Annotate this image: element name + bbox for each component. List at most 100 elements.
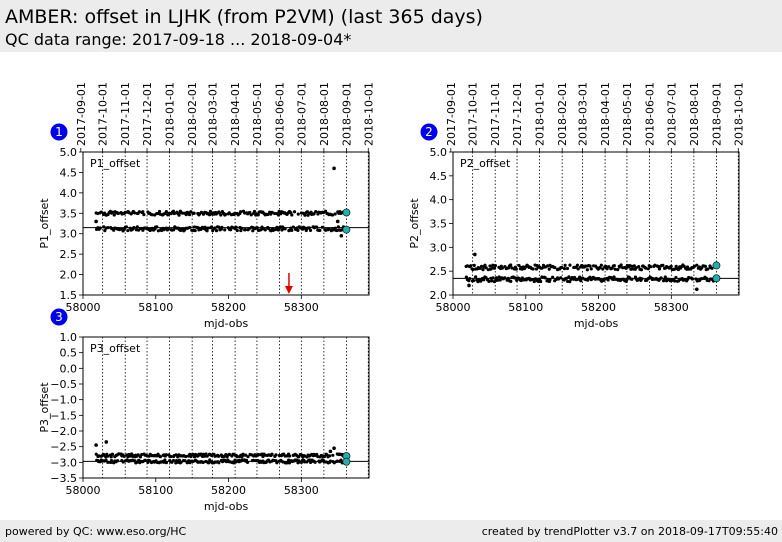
data-point	[613, 267, 617, 271]
data-point	[219, 213, 223, 217]
data-point	[206, 461, 211, 465]
y-tick-label: 2.5	[430, 265, 448, 278]
data-point	[213, 226, 217, 230]
data-point	[576, 267, 580, 271]
date-tick-label: 2018-05-01	[621, 82, 634, 146]
data-point	[290, 228, 294, 232]
data-point	[275, 225, 279, 229]
y-tick-label: 2.0	[430, 289, 448, 302]
data-point	[103, 229, 107, 233]
data-point	[166, 226, 170, 230]
data-point	[531, 267, 535, 271]
data-point	[217, 225, 221, 229]
y-tick-label: 0.5	[60, 347, 78, 360]
data-point	[646, 267, 650, 271]
x-tick-label: 58100	[138, 301, 173, 314]
data-point	[506, 276, 510, 280]
data-point	[551, 275, 555, 279]
x-tick-label: 58000	[66, 301, 101, 314]
data-point	[618, 278, 623, 283]
created-by-text: created by trendPlotter v3.7 on 2018-09-…	[481, 525, 778, 538]
data-point	[106, 225, 110, 230]
date-tick-label: 2018-01-01	[534, 82, 547, 146]
data-point	[283, 227, 287, 231]
data-point	[672, 267, 677, 271]
data-point	[216, 454, 221, 458]
data-point	[275, 461, 279, 465]
data-point	[109, 455, 113, 459]
data-point	[644, 266, 648, 270]
data-point	[559, 276, 563, 280]
data-point	[331, 453, 335, 457]
data-point	[657, 267, 662, 271]
data-point	[503, 276, 507, 280]
data-point	[281, 460, 285, 464]
data-point	[514, 267, 518, 271]
data-point	[565, 266, 570, 271]
data-point	[553, 265, 557, 270]
panel-label: P1_offset	[90, 157, 141, 170]
latest-data-point	[712, 261, 721, 270]
latest-data-point	[342, 457, 351, 466]
plot-frame	[82, 151, 370, 296]
y-tick-label: −3.5	[50, 472, 77, 485]
data-point	[483, 263, 487, 267]
data-point	[110, 452, 115, 456]
data-point	[227, 211, 231, 215]
data-point	[585, 268, 589, 272]
data-point	[649, 265, 653, 269]
data-point	[607, 265, 611, 269]
x-tick-label: 58300	[284, 301, 319, 314]
data-point	[192, 211, 196, 215]
data-point	[94, 452, 98, 456]
data-point	[116, 459, 120, 463]
y-tick-label: −3.0	[50, 456, 77, 469]
x-tick-label: 58200	[211, 484, 246, 497]
data-point	[335, 459, 339, 463]
data-point	[588, 264, 592, 268]
data-point	[692, 264, 696, 268]
date-tick-label: 2018-08-01	[688, 82, 701, 146]
data-point	[246, 455, 250, 459]
data-point	[99, 210, 103, 214]
x-axis-label: mjd-obs	[204, 500, 249, 513]
data-point	[227, 452, 231, 456]
data-point	[187, 212, 192, 217]
panel-badge	[420, 123, 438, 141]
y-tick-label: 1.0	[60, 331, 78, 344]
data-point	[256, 213, 260, 217]
x-tick-label: 58100	[138, 484, 173, 497]
data-point	[171, 458, 176, 463]
data-point	[690, 277, 695, 281]
data-point	[540, 275, 544, 279]
data-point	[493, 263, 498, 268]
data-point	[630, 277, 634, 281]
data-point	[252, 458, 256, 462]
data-point	[183, 459, 187, 463]
date-tick-label: 2018-06-01	[643, 82, 656, 146]
data-point	[122, 454, 126, 459]
data-point	[619, 263, 623, 267]
data-point	[240, 455, 244, 459]
y-tick-label: 4.5	[60, 166, 78, 179]
data-point	[296, 212, 300, 216]
data-point	[209, 225, 214, 229]
x-tick-label: 58300	[284, 484, 319, 497]
data-point	[468, 277, 472, 281]
data-point	[256, 452, 260, 457]
data-point	[274, 453, 278, 457]
date-tick-label: 2018-10-01	[362, 82, 375, 146]
y-tick-label: −1.0	[50, 394, 77, 407]
data-point	[150, 213, 154, 217]
data-point	[205, 229, 209, 233]
data-point	[206, 226, 210, 230]
outlier-arrow-head	[284, 286, 293, 294]
data-point	[495, 278, 500, 282]
data-point	[494, 276, 499, 280]
data-point	[694, 287, 699, 292]
y-tick-label: 3.0	[430, 241, 448, 254]
data-point	[172, 228, 176, 232]
data-point	[163, 458, 167, 462]
data-point	[235, 228, 239, 233]
data-point	[471, 267, 475, 272]
